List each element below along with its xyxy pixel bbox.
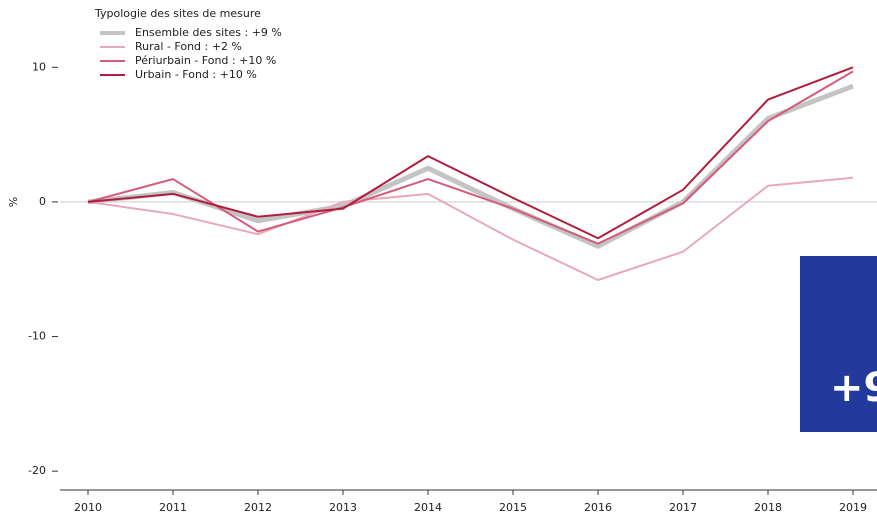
- x-tick-label: 2017: [669, 501, 697, 514]
- series-line: [87, 176, 854, 281]
- x-tick-label: 2013: [329, 501, 357, 514]
- legend-label: Rural - Fond : +2 %: [135, 40, 242, 53]
- y-tick-label: 10: [32, 60, 46, 73]
- legend-label: Périurbain - Fond : +10 %: [135, 54, 276, 67]
- x-tick-label: 2012: [244, 501, 272, 514]
- x-tick-label: 2018: [754, 501, 782, 514]
- y-tick-label: -20: [28, 464, 46, 477]
- x-tick-label: 2019: [839, 501, 867, 514]
- legend-title: Typologie des sites de mesure: [94, 7, 261, 20]
- x-tick-label: 2010: [74, 501, 102, 514]
- legend-label: Urbain - Fond : +10 %: [135, 68, 257, 81]
- highlight-box: [800, 256, 877, 432]
- x-tick-label: 2011: [159, 501, 187, 514]
- series-line: [87, 83, 854, 249]
- highlight-value: +9: [830, 365, 877, 411]
- y-tick-label: 0: [39, 195, 46, 208]
- y-axis-label: %: [7, 197, 20, 207]
- legend-label: Ensemble des sites : +9 %: [135, 26, 282, 39]
- series-line: [87, 66, 854, 240]
- x-tick-label: 2015: [499, 501, 527, 514]
- x-tick-label: 2014: [414, 501, 442, 514]
- plot-area: -20 -10 0 10 2010 2011 2012 2013 2014 2015 2016 201…: [28, 26, 877, 514]
- y-tick-label: -10: [28, 330, 46, 343]
- x-tick-label: 2016: [584, 501, 612, 514]
